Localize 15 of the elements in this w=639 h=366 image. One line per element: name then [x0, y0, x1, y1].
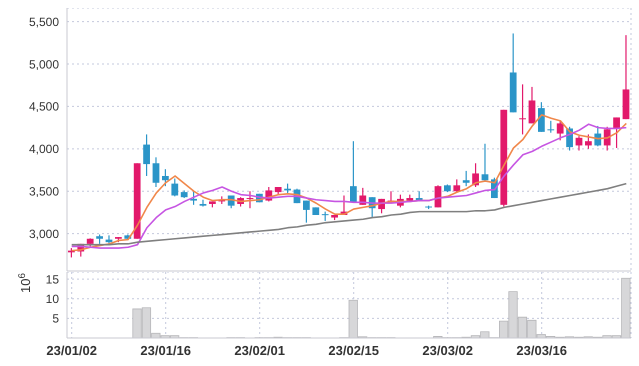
y-tick-label: 15	[46, 272, 60, 286]
y-tick-label: 3,000	[28, 226, 60, 241]
y-tick-label: 5,500	[28, 14, 60, 29]
x-tick-label: 23/02/01	[234, 343, 286, 358]
x-tick-label: 23/03/02	[422, 343, 474, 358]
y-tick-label: 3,500	[28, 184, 60, 199]
x-tick-label: 23/02/15	[328, 343, 380, 358]
y-tick-label: 4,000	[28, 142, 60, 156]
y-tick-label: 10	[46, 292, 60, 306]
y-tick-label: 4,500	[28, 100, 60, 114]
x-tick-label: 23/01/02	[46, 343, 98, 358]
y-tick-label: 5,000	[28, 57, 60, 72]
y-tick-label: 5	[52, 312, 60, 326]
x-tick-label: 23/03/16	[516, 343, 568, 358]
x-tick-label: 23/01/16	[140, 343, 192, 358]
